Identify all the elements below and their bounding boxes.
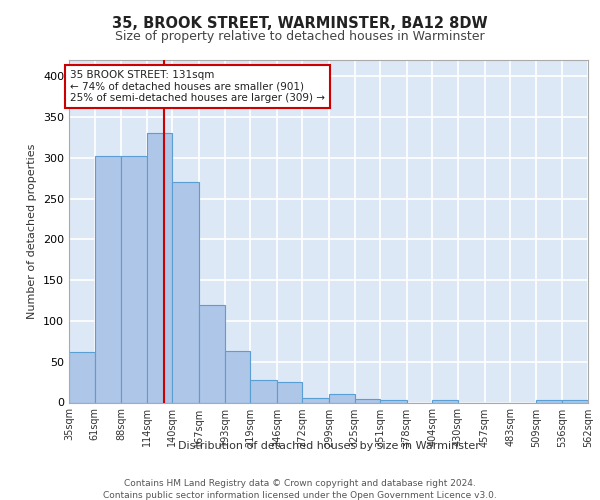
Bar — [199, 304, 224, 402]
Text: Contains HM Land Registry data © Crown copyright and database right 2024.
Contai: Contains HM Land Registry data © Crown c… — [103, 479, 497, 500]
Bar — [95, 156, 121, 402]
Bar — [224, 351, 250, 403]
Bar — [562, 400, 588, 402]
Bar — [380, 400, 407, 402]
Bar — [172, 182, 199, 402]
Bar — [329, 394, 355, 402]
Y-axis label: Number of detached properties: Number of detached properties — [28, 144, 37, 319]
Bar — [277, 382, 302, 402]
Bar — [121, 156, 147, 402]
Text: Distribution of detached houses by size in Warminster: Distribution of detached houses by size … — [178, 441, 480, 451]
Bar — [433, 400, 458, 402]
Bar — [147, 134, 172, 402]
Bar — [355, 399, 380, 402]
Text: 35, BROOK STREET, WARMINSTER, BA12 8DW: 35, BROOK STREET, WARMINSTER, BA12 8DW — [112, 16, 488, 31]
Text: 35 BROOK STREET: 131sqm
← 74% of detached houses are smaller (901)
25% of semi-d: 35 BROOK STREET: 131sqm ← 74% of detache… — [70, 70, 325, 103]
Bar — [536, 400, 562, 402]
Bar — [69, 352, 95, 403]
Text: Size of property relative to detached houses in Warminster: Size of property relative to detached ho… — [115, 30, 485, 43]
Bar — [302, 398, 329, 402]
Bar — [250, 380, 277, 402]
